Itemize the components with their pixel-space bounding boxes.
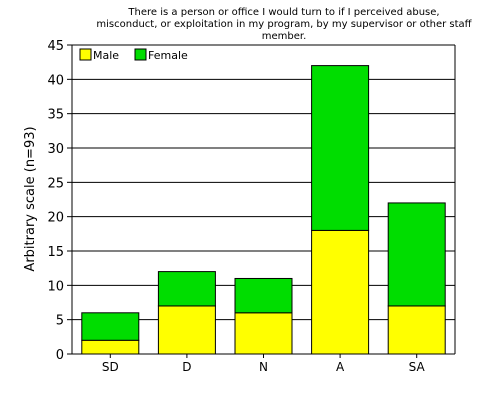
bar-male-d bbox=[157, 305, 216, 355]
chart-title-line-2: misconduct, or exploitation in my progra… bbox=[96, 19, 472, 30]
x-tick-label-sd: SD bbox=[102, 360, 119, 374]
y-tick-label: 20 bbox=[47, 211, 64, 226]
y-tick-label: 40 bbox=[47, 73, 64, 88]
y-tick-label: 35 bbox=[47, 108, 64, 123]
y-tick-label: 45 bbox=[47, 39, 64, 54]
y-tick-label: 10 bbox=[47, 279, 64, 294]
legend-swatch-male bbox=[79, 48, 92, 61]
x-tick-label-a: A bbox=[336, 360, 345, 374]
bar-female-n bbox=[234, 277, 293, 314]
bar-male-a bbox=[311, 229, 370, 355]
bar-female-sd bbox=[81, 312, 140, 341]
x-tick-label-d: D bbox=[182, 360, 191, 374]
y-tick-label: 15 bbox=[47, 245, 64, 260]
chart-title-line-1: There is a person or office I would turn… bbox=[127, 7, 439, 18]
y-tick-label: 25 bbox=[47, 176, 64, 191]
y-axis-label: Arbitrary scale (n=93) bbox=[23, 126, 38, 271]
legend-swatch-female bbox=[134, 48, 147, 61]
bar-male-n bbox=[234, 312, 293, 355]
y-tick-label: 30 bbox=[47, 142, 64, 157]
x-tick-label-n: N bbox=[259, 360, 268, 374]
bar-female-d bbox=[157, 271, 216, 307]
chart-title-line-3: member. bbox=[262, 31, 307, 42]
legend-label-female: Female bbox=[148, 49, 188, 62]
bar-male-sa bbox=[387, 305, 446, 355]
bar-female-a bbox=[311, 65, 370, 231]
bar-female-sa bbox=[387, 202, 446, 307]
y-tick-label: 0 bbox=[56, 348, 64, 363]
legend-label-male: Male bbox=[93, 49, 119, 62]
bar-male-sd bbox=[81, 339, 140, 355]
y-tick-label: 5 bbox=[56, 314, 64, 329]
x-tick-label-sa: SA bbox=[409, 360, 426, 374]
